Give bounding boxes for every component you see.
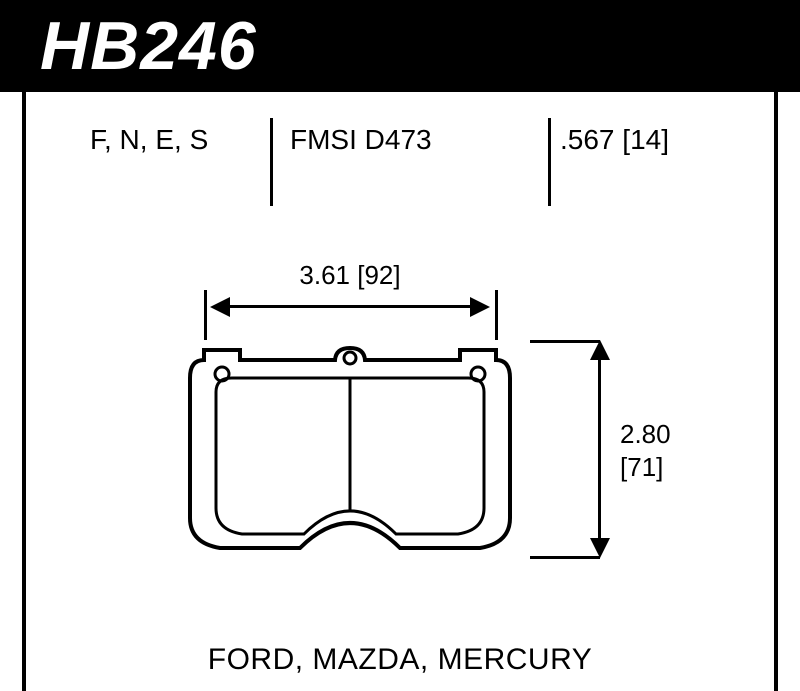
thickness-inches: .567 [560,124,615,155]
width-inches: 3.61 [299,260,350,290]
arrow-down-icon [590,538,610,558]
vehicle-applications: FORD, MAZDA, MERCURY [0,643,800,677]
dimension-shaft [598,352,601,546]
fmsi-code: FMSI D473 [270,118,530,156]
pad-svg [180,338,520,558]
extension-line [495,290,498,340]
thickness-mm: 14 [630,124,661,155]
arrow-right-icon [470,297,490,317]
dimension-arrow [588,340,612,558]
spec-divider [270,118,273,206]
height-mm: 71 [627,452,656,482]
spec-divider [548,118,551,206]
width-label: 3.61 [92] [210,260,490,291]
height-dimension: 2.80 [71] [540,328,690,568]
width-dimension: 3.61 [92] [210,260,490,319]
thickness-spec: .567 [14] [530,118,730,156]
locator-hole [344,352,356,364]
header-bar: HB246 [0,0,800,92]
height-label: 2.80 [71] [620,418,671,483]
height-inches: 2.80 [620,419,671,449]
dimension-arrow [210,295,490,319]
compound-codes: F, N, E, S [40,118,270,156]
spec-row: F, N, E, S FMSI D473 .567 [14] [40,118,760,208]
dimension-shaft [222,305,478,308]
brake-pad-outline [180,338,520,558]
extension-line [204,290,207,340]
width-mm: 92 [364,260,393,290]
spec-sheet: HB246 F, N, E, S FMSI D473 .567 [14] 3.6… [0,0,800,691]
diagram-area: 3.61 [92] [100,260,700,610]
part-number: HB246 [40,7,257,85]
